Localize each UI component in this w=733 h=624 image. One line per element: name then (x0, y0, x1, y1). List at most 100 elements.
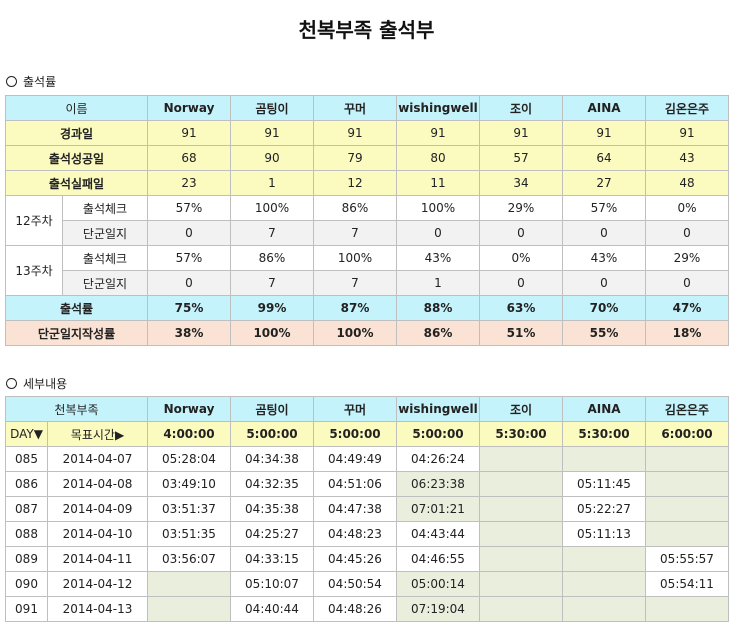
time-cell (645, 471, 729, 497)
day-cell: 091 (5, 596, 48, 622)
time-cell: 05:11:13 (562, 521, 646, 547)
time-cell: 05:55:57 (645, 546, 729, 572)
success-row: 출석성공일 68 90 79 80 57 64 43 (5, 145, 729, 171)
fail-row: 출석실패일 23 1 12 11 34 27 48 (5, 170, 729, 196)
member-header: AINA (562, 396, 646, 422)
success-value: 80 (396, 145, 480, 171)
table-row: 086 2014-04-08 03:49:10 04:32:35 04:51:06 06:… (5, 471, 729, 497)
time-cell (479, 571, 563, 597)
elapsed-value: 91 (479, 120, 563, 146)
time-cell: 04:35:38 (230, 496, 314, 522)
fail-value: 23 (147, 170, 231, 196)
diary_rate-value: 55% (562, 320, 646, 346)
diary-label: 단군일지 (62, 270, 148, 296)
day-cell: 085 (5, 446, 48, 472)
diary_rate-value: 38% (147, 320, 231, 346)
date-cell: 2014-04-13 (47, 596, 148, 622)
diary-value: 7 (313, 270, 397, 296)
diary-label: 단군일지 (62, 220, 148, 246)
check-value: 100% (313, 245, 397, 271)
check-value: 43% (562, 245, 646, 271)
check-value: 43% (396, 245, 480, 271)
day-sort-header: DAY▼ (5, 421, 48, 447)
time-cell: 03:51:37 (147, 496, 231, 522)
elapsed-value: 91 (147, 120, 231, 146)
table-row: 089 2014-04-11 03:56:07 04:33:15 04:45:26 04:… (5, 546, 729, 572)
diary-value: 1 (396, 270, 480, 296)
member-header: 조이 (479, 396, 563, 422)
fail-value: 12 (313, 170, 397, 196)
day-cell: 090 (5, 571, 48, 597)
member-header: 김온은주 (645, 396, 729, 422)
member-header: wishingwell (396, 396, 480, 422)
time-cell (479, 521, 563, 547)
summary-table: 이름 Norway 곰팅이 꾸머 wishingwell 조이 AINA 김온은주 경과일 91 9… (5, 95, 729, 346)
member-header: 조이 (479, 95, 563, 121)
time-cell: 04:32:35 (230, 471, 314, 497)
success-value: 57 (479, 145, 563, 171)
check-value: 86% (230, 245, 314, 271)
target-time: 5:30:00 (562, 421, 646, 447)
time-cell (147, 596, 231, 622)
page-title: 천복부족 출석부 (298, 18, 435, 42)
member-header: 김온은주 (645, 95, 729, 121)
table-row: 087 2014-04-09 03:51:37 04:35:38 04:47:38 07:… (5, 496, 729, 522)
diary-value: 7 (230, 270, 314, 296)
rate-value: 75% (147, 295, 231, 321)
time-cell: 04:47:38 (313, 496, 397, 522)
time-cell: 06:23:38 (396, 471, 480, 497)
time-cell (562, 596, 646, 622)
detail-table: 천복부족 Norway 곰팅이 꾸머 wishingwell 조이 AINA 김온은주 DAY▼… (5, 396, 729, 622)
check-value: 57% (147, 195, 231, 221)
elapsed-value: 91 (562, 120, 646, 146)
diary_rate-value: 100% (230, 320, 314, 346)
success-value: 79 (313, 145, 397, 171)
time-cell: 05:00:14 (396, 571, 480, 597)
time-cell (562, 446, 646, 472)
success-value: 64 (562, 145, 646, 171)
rate-row: 출석률 75% 99% 87% 88% 63% 70% 47% (5, 295, 729, 321)
table-row: 085 2014-04-07 05:28:04 04:34:38 04:49:49 04:… (5, 446, 729, 472)
fail-value: 1 (230, 170, 314, 196)
check-value: 29% (645, 245, 729, 271)
time-cell: 04:25:27 (230, 521, 314, 547)
diary-value: 0 (479, 270, 563, 296)
date-cell: 2014-04-11 (47, 546, 148, 572)
rate-value: 87% (313, 295, 397, 321)
check-value: 0% (645, 195, 729, 221)
target-row: DAY▼ 목표시간▶ 4:00:00 5:00:00 5:00:00 5:00:00 5:3… (5, 421, 729, 447)
date-cell: 2014-04-08 (47, 471, 148, 497)
check-value: 29% (479, 195, 563, 221)
section-attendance-rate: 출석률 (6, 73, 56, 90)
fail-value: 27 (562, 170, 646, 196)
rate-value: 63% (479, 295, 563, 321)
diary_rate-value: 51% (479, 320, 563, 346)
fail-value: 34 (479, 170, 563, 196)
target-time: 5:30:00 (479, 421, 563, 447)
diary_rate-value: 86% (396, 320, 480, 346)
group-header: 천복부족 (5, 396, 148, 422)
diary-value: 0 (147, 270, 231, 296)
diary-value: 7 (313, 220, 397, 246)
check-value: 100% (230, 195, 314, 221)
fail-label: 출석실패일 (5, 170, 148, 196)
time-cell: 03:56:07 (147, 546, 231, 572)
day-cell: 087 (5, 496, 48, 522)
week13-check-row: 13주차 출석체크 57% 86% 100% 43% 0% 43% 29% (5, 245, 729, 296)
diary-value: 0 (645, 270, 729, 296)
diary-value: 0 (645, 220, 729, 246)
time-cell: 04:48:23 (313, 521, 397, 547)
time-cell: 04:45:26 (313, 546, 397, 572)
check-value: 100% (396, 195, 480, 221)
diary-value: 0 (562, 220, 646, 246)
date-cell: 2014-04-07 (47, 446, 148, 472)
check-label: 출석체크 (62, 195, 148, 221)
time-cell: 05:54:11 (645, 571, 729, 597)
check-value: 57% (147, 245, 231, 271)
diary-value: 0 (396, 220, 480, 246)
time-cell (645, 446, 729, 472)
check-value: 86% (313, 195, 397, 221)
circle-bullet-icon (6, 76, 17, 87)
check-value: 0% (479, 245, 563, 271)
member-header: Norway (147, 396, 231, 422)
